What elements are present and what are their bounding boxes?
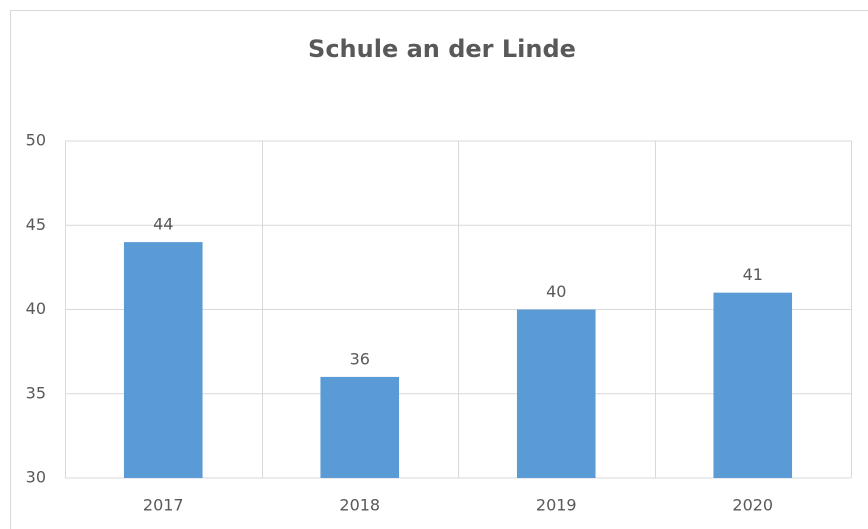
y-tick-label: 45 bbox=[26, 215, 46, 234]
bar bbox=[516, 309, 596, 478]
bar bbox=[320, 376, 400, 478]
y-tick-label: 35 bbox=[26, 383, 46, 402]
x-tick-label: 2019 bbox=[536, 496, 577, 515]
data-label: 44 bbox=[153, 215, 173, 234]
y-tick-label: 50 bbox=[26, 131, 46, 150]
data-label: 40 bbox=[546, 282, 566, 301]
x-tick-label: 2020 bbox=[732, 496, 773, 515]
data-label: 41 bbox=[743, 265, 763, 284]
y-tick-label: 30 bbox=[26, 468, 46, 487]
x-tick-label: 2017 bbox=[143, 496, 184, 515]
x-tick-label: 2018 bbox=[339, 496, 380, 515]
bar bbox=[713, 292, 793, 478]
bar bbox=[123, 242, 203, 478]
chart-title: Schule an der Linde bbox=[308, 35, 576, 63]
data-label: 36 bbox=[350, 349, 370, 368]
y-tick-label: 40 bbox=[26, 299, 46, 318]
